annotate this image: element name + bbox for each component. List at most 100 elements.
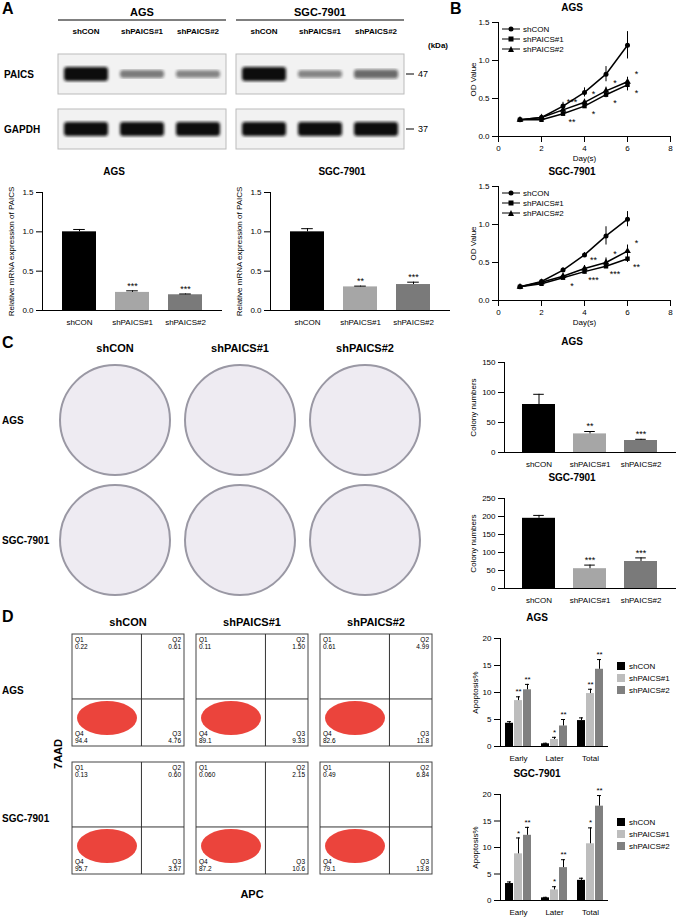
svg-text:50: 50 xyxy=(487,418,496,427)
svg-text:2: 2 xyxy=(539,308,544,317)
svg-text:*: * xyxy=(635,238,639,248)
svg-text:0: 0 xyxy=(491,584,496,593)
svg-text:shPAICS#2: shPAICS#2 xyxy=(393,318,434,327)
svg-text:*: * xyxy=(592,109,596,119)
svg-text:20: 20 xyxy=(483,790,492,799)
svg-text:shPAICS#2: shPAICS#2 xyxy=(355,27,398,36)
svg-text:PAICS: PAICS xyxy=(4,69,34,80)
svg-text:AGS: AGS xyxy=(2,415,24,426)
svg-text:1.0: 1.0 xyxy=(22,227,34,236)
svg-text:1.0: 1.0 xyxy=(478,220,490,229)
svg-text:Day(s): Day(s) xyxy=(573,318,597,327)
svg-text:89.1: 89.1 xyxy=(199,737,212,744)
svg-text:8: 8 xyxy=(668,144,673,153)
svg-text:**: ** xyxy=(633,262,641,272)
svg-text:0.0: 0.0 xyxy=(22,306,34,315)
svg-text:shPAICS#2: shPAICS#2 xyxy=(165,318,206,327)
svg-text:***: *** xyxy=(636,548,647,558)
svg-text:1.5: 1.5 xyxy=(22,188,34,197)
svg-text:Relative mRNA expression of PA: Relative mRNA expression of PAICS xyxy=(7,187,16,317)
svg-text:1.0: 1.0 xyxy=(250,227,262,236)
svg-text:Apoptosis%: Apoptosis% xyxy=(471,671,480,713)
svg-text:0.60: 0.60 xyxy=(168,771,181,778)
svg-text:shPAICS#1: shPAICS#1 xyxy=(299,27,342,36)
svg-text:95.7: 95.7 xyxy=(75,865,88,872)
svg-text:*: * xyxy=(635,69,639,79)
svg-text:SGC-7901: SGC-7901 xyxy=(2,535,50,546)
svg-text:3.57: 3.57 xyxy=(168,865,181,872)
svg-text:50: 50 xyxy=(487,566,496,575)
svg-text:10: 10 xyxy=(483,843,492,852)
svg-text:100: 100 xyxy=(482,388,496,397)
svg-text:150: 150 xyxy=(482,530,496,539)
svg-text:**: ** xyxy=(586,421,594,431)
svg-text:shPAICS#1: shPAICS#1 xyxy=(121,27,164,36)
svg-text:0.61: 0.61 xyxy=(168,643,181,650)
svg-text:APC: APC xyxy=(240,888,263,900)
svg-text:Day(s): Day(s) xyxy=(573,154,597,163)
svg-text:(kDa): (kDa) xyxy=(428,41,448,50)
svg-text:10: 10 xyxy=(483,688,492,697)
svg-text:200: 200 xyxy=(482,512,496,521)
svg-text:**: ** xyxy=(568,117,576,127)
svg-text:***: *** xyxy=(588,275,599,285)
svg-text:5: 5 xyxy=(487,715,492,724)
svg-text:SGC-7901: SGC-7901 xyxy=(294,6,346,18)
svg-text:shPAICS#2: shPAICS#2 xyxy=(621,596,662,605)
svg-text:**: ** xyxy=(560,710,566,719)
svg-text:SGC-7901: SGC-7901 xyxy=(2,813,50,824)
svg-text:6: 6 xyxy=(625,308,630,317)
svg-text:1.5: 1.5 xyxy=(478,182,490,191)
svg-text:*: * xyxy=(613,98,617,108)
svg-text:5: 5 xyxy=(487,870,492,879)
svg-text:shPAICS#1: shPAICS#1 xyxy=(223,616,281,628)
svg-text:Later: Later xyxy=(545,908,564,917)
svg-text:***: *** xyxy=(180,284,191,294)
svg-text:100: 100 xyxy=(482,548,496,557)
svg-text:shPAICS#1: shPAICS#1 xyxy=(211,342,269,354)
svg-text:Total: Total xyxy=(582,754,599,763)
svg-text:Colony numbers: Colony numbers xyxy=(469,514,478,572)
svg-text:***: *** xyxy=(408,272,419,282)
svg-text:shPAICS#1: shPAICS#1 xyxy=(112,318,153,327)
svg-text:0.5: 0.5 xyxy=(250,267,262,276)
svg-text:87.2: 87.2 xyxy=(199,865,212,872)
svg-text:4.76: 4.76 xyxy=(168,737,181,744)
svg-text:**: ** xyxy=(357,276,365,286)
svg-text:0.060: 0.060 xyxy=(199,771,216,778)
svg-text:OD Value: OD Value xyxy=(469,226,478,261)
svg-text:0.5: 0.5 xyxy=(478,94,490,103)
svg-text:**: ** xyxy=(515,687,521,696)
svg-text:0.5: 0.5 xyxy=(478,258,490,267)
svg-text:*: * xyxy=(570,281,574,291)
svg-text:8: 8 xyxy=(668,308,673,317)
svg-text:0: 0 xyxy=(487,896,492,905)
svg-text:94.4: 94.4 xyxy=(75,737,88,744)
svg-text:Colony numbers: Colony numbers xyxy=(469,378,478,436)
svg-text:6: 6 xyxy=(625,144,630,153)
svg-text:AGS: AGS xyxy=(2,685,24,696)
svg-text:shCON: shCON xyxy=(66,318,92,327)
svg-text:*: * xyxy=(635,88,639,98)
svg-text:AGS: AGS xyxy=(130,6,154,18)
svg-text:1.0: 1.0 xyxy=(478,56,490,65)
svg-text:0.0: 0.0 xyxy=(478,132,490,141)
svg-text:shPAICS#1: shPAICS#1 xyxy=(340,318,381,327)
svg-text:2: 2 xyxy=(539,144,544,153)
svg-text:*: * xyxy=(613,78,617,88)
svg-text:6.84: 6.84 xyxy=(416,771,429,778)
svg-text:0: 0 xyxy=(487,742,492,751)
svg-text:shCON: shCON xyxy=(96,342,133,354)
svg-text:Total: Total xyxy=(582,908,599,917)
svg-text:Early: Early xyxy=(509,754,527,763)
svg-text:4.99: 4.99 xyxy=(416,643,429,650)
svg-text:0.0: 0.0 xyxy=(478,296,490,305)
svg-text:***: *** xyxy=(610,269,621,279)
svg-text:0: 0 xyxy=(496,144,501,153)
svg-text:**: ** xyxy=(560,850,566,859)
svg-text:0.61: 0.61 xyxy=(323,643,336,650)
svg-text:82.6: 82.6 xyxy=(323,737,336,744)
svg-text:shPAICS#1: shPAICS#1 xyxy=(570,596,611,605)
svg-text:10.6: 10.6 xyxy=(292,865,305,872)
svg-text:Relative mRNA expression of PA: Relative mRNA expression of PAICS xyxy=(235,187,244,317)
